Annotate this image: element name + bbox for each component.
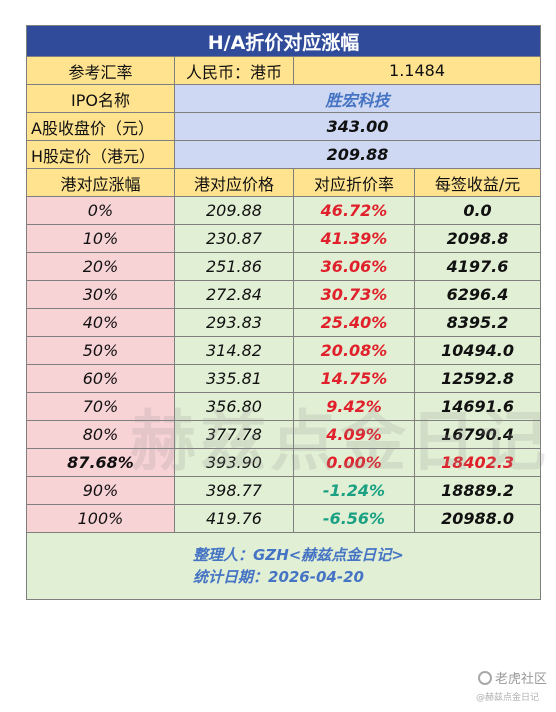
table-row: 60% 335.81 14.75% 12592.8: [26, 364, 542, 393]
ipo-name: 胜宏科技: [173, 84, 542, 113]
discount-cell: -6.56%: [293, 504, 415, 533]
profit-cell: 18402.3: [413, 448, 542, 477]
a-close-label: A股收盘价（元）: [26, 112, 175, 141]
profit-cell: 18889.2: [413, 476, 542, 505]
a-close-row: A股收盘价（元） 343.00: [26, 112, 542, 141]
discount-cell: 41.39%: [293, 224, 415, 253]
profit-cell: 4197.6: [413, 252, 542, 281]
column-header: 每签收益/元: [413, 168, 542, 197]
footer-compiler: 整理人：GZH<赫兹点金日记>: [193, 546, 404, 564]
table-row: 0% 209.88 46.72% 0.0: [26, 196, 542, 225]
discount-cell: 25.40%: [293, 308, 415, 337]
rise-cell: 20%: [26, 252, 175, 281]
discount-cell: -1.24%: [293, 476, 415, 505]
fx-label: 参考汇率: [26, 56, 175, 85]
watermark-logo-text: 老虎社区: [495, 672, 548, 687]
profit-cell: 12592.8: [413, 364, 542, 393]
rise-cell: 87.68%: [26, 448, 175, 477]
rise-cell: 60%: [26, 364, 175, 393]
rise-cell: 70%: [26, 392, 175, 421]
profit-cell: 8395.2: [413, 308, 542, 337]
watermark-sub: @赫兹点金日记: [476, 693, 540, 703]
table-row: 87.68% 393.90 0.00% 18402.3: [26, 448, 542, 477]
discount-cell: 9.42%: [293, 392, 415, 421]
table-row: 30% 272.84 30.73% 6296.4: [26, 280, 542, 309]
rise-cell: 0%: [26, 196, 175, 225]
table-row: 100% 419.76 -6.56% 20988.0: [26, 504, 542, 533]
discount-cell: 4.09%: [293, 420, 415, 449]
rise-cell: 40%: [26, 308, 175, 337]
price-cell: 272.84: [174, 280, 294, 309]
table-row: 20% 251.86 36.06% 4197.6: [26, 252, 542, 281]
price-cell: 293.83: [174, 308, 294, 337]
rise-cell: 10%: [26, 224, 175, 253]
discount-cell: 14.75%: [293, 364, 415, 393]
price-cell: 398.77: [174, 476, 294, 505]
column-header-row: 港对应涨幅 港对应价格 对应折价率 每签收益/元: [26, 168, 542, 197]
price-cell: 377.78: [174, 420, 294, 449]
table-row: 40% 293.83 25.40% 8395.2: [26, 308, 542, 337]
fx-row: 参考汇率 人民币：港币 1.1484: [26, 56, 542, 85]
rise-cell: 80%: [26, 420, 175, 449]
title-row: H/A折价对应涨幅: [25, 25, 542, 57]
price-cell: 314.82: [174, 336, 294, 365]
column-header: 港对应价格: [174, 168, 294, 197]
profit-cell: 0.0: [413, 196, 542, 225]
price-cell: 356.80: [174, 392, 294, 421]
profit-cell: 6296.4: [413, 280, 542, 309]
table-row: 10% 230.87 41.39% 2098.8: [26, 224, 542, 253]
page-title: H/A折价对应涨幅: [25, 25, 542, 57]
price-cell: 230.87: [174, 224, 294, 253]
table-row: 90% 398.77 -1.24% 18889.2: [26, 476, 542, 505]
column-header: 港对应涨幅: [26, 168, 175, 197]
price-cell: 335.81: [174, 364, 294, 393]
rise-cell: 30%: [26, 280, 175, 309]
profit-cell: 14691.6: [413, 392, 542, 421]
table-row: 70% 356.80 9.42% 14691.6: [26, 392, 542, 421]
footer-cell: 整理人：GZH<赫兹点金日记> 统计日期：2026-04-20: [25, 532, 542, 600]
fx-pair: 人民币：港币: [174, 56, 294, 85]
profit-cell: 2098.8: [413, 224, 542, 253]
footer-row: 整理人：GZH<赫兹点金日记> 统计日期：2026-04-20: [25, 532, 542, 600]
footer-date: 统计日期：2026-04-20: [193, 568, 364, 586]
price-cell: 251.86: [174, 252, 294, 281]
rise-cell: 50%: [26, 336, 175, 365]
table-row: 80% 377.78 4.09% 16790.4: [26, 420, 542, 449]
h-price-row: H股定价（港元） 209.88: [26, 140, 542, 169]
profit-cell: 16790.4: [413, 420, 542, 449]
ha-discount-table: H/A折价对应涨幅 参考汇率 人民币：港币 1.1484 IPO名称 胜宏科技 …: [25, 25, 542, 600]
discount-cell: 36.06%: [293, 252, 415, 281]
discount-cell: 46.72%: [293, 196, 415, 225]
h-price-label: H股定价（港元）: [26, 140, 175, 169]
ipo-label: IPO名称: [26, 84, 175, 113]
rise-cell: 100%: [26, 504, 175, 533]
watermark-logo: 老虎社区: [478, 668, 547, 687]
discount-cell: 0.00%: [293, 448, 415, 477]
rise-cell: 90%: [26, 476, 175, 505]
price-cell: 419.76: [174, 504, 294, 533]
table-row: 50% 314.82 20.08% 10494.0: [26, 336, 542, 365]
ipo-row: IPO名称 胜宏科技: [26, 84, 542, 113]
column-header: 对应折价率: [293, 168, 415, 197]
fx-value: 1.1484: [292, 56, 542, 85]
discount-cell: 20.08%: [293, 336, 415, 365]
h-price-value: 209.88: [173, 140, 542, 169]
price-cell: 209.88: [174, 196, 294, 225]
a-close-value: 343.00: [173, 112, 542, 141]
profit-cell: 10494.0: [413, 336, 542, 365]
discount-cell: 30.73%: [293, 280, 415, 309]
price-cell: 393.90: [174, 448, 294, 477]
tiger-icon: [478, 671, 492, 685]
profit-cell: 20988.0: [413, 504, 542, 533]
